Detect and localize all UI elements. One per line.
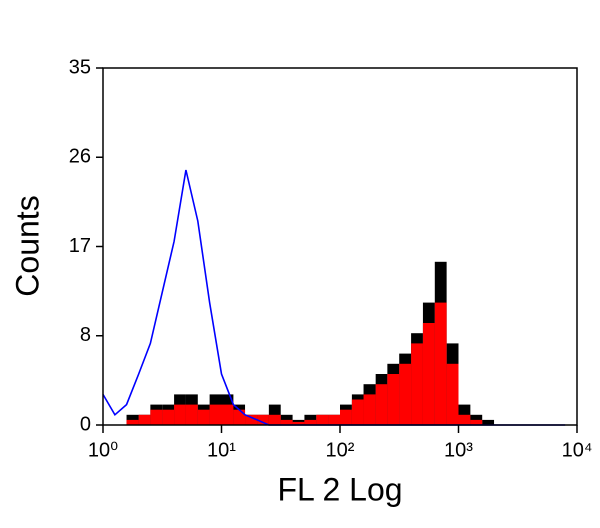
histogram-bar xyxy=(150,409,163,425)
histogram-bar xyxy=(257,414,269,425)
histogram-bar xyxy=(387,374,400,425)
histogram-bar xyxy=(399,363,412,425)
histogram-bar xyxy=(316,414,329,425)
histogram-bar xyxy=(434,302,447,425)
histogram-bar xyxy=(422,323,435,425)
histogram-bar xyxy=(209,404,222,425)
histogram-bar xyxy=(174,404,186,425)
histogram-bar xyxy=(446,363,459,425)
histogram-bar xyxy=(162,409,175,425)
x-tick-label: 10³ xyxy=(444,439,473,461)
histogram-bar xyxy=(411,343,423,425)
y-tick-label: 35 xyxy=(69,56,91,78)
histogram-bar xyxy=(340,409,352,425)
y-tick-label: 17 xyxy=(69,235,91,257)
histogram-bar xyxy=(221,404,234,425)
x-tick-label: 10⁴ xyxy=(562,439,593,461)
histogram-bar xyxy=(245,414,258,425)
histogram-bar xyxy=(470,419,483,425)
histogram-bar xyxy=(197,409,210,425)
histogram-bar xyxy=(304,419,317,425)
y-tick-label: 0 xyxy=(80,413,91,435)
x-axis-title: FL 2 Log xyxy=(277,471,402,507)
histogram-bar xyxy=(126,419,139,425)
histogram-bar xyxy=(363,394,376,425)
y-tick-label: 26 xyxy=(69,146,91,168)
histogram-bar xyxy=(375,384,388,425)
histogram-bar xyxy=(268,414,281,425)
histogram-bar xyxy=(458,414,471,425)
histogram-bar xyxy=(328,414,340,425)
x-tick-label: 10² xyxy=(326,439,355,461)
histogram-bar xyxy=(482,419,495,425)
histogram-bar xyxy=(351,399,364,425)
y-axis-title: Counts xyxy=(9,195,45,296)
histogram-bar xyxy=(233,409,246,425)
histogram-bar xyxy=(185,404,198,425)
histogram-bar xyxy=(280,419,293,425)
histogram-bar xyxy=(292,421,305,425)
y-tick-label: 8 xyxy=(80,324,91,346)
x-tick-label: 10¹ xyxy=(207,439,236,461)
histogram-bar xyxy=(138,414,151,425)
x-tick-label: 10⁰ xyxy=(88,439,118,461)
